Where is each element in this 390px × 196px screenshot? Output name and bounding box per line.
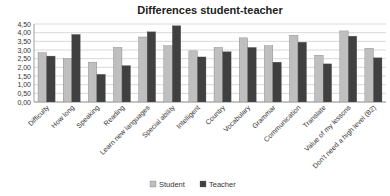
bar — [340, 31, 349, 102]
grid-line — [34, 102, 386, 103]
legend-swatch — [150, 181, 156, 187]
legend-label: Student — [159, 180, 186, 189]
y-tick-label: 2,50 — [17, 55, 31, 62]
x-tick-label: Country — [204, 103, 227, 126]
grid-line — [34, 32, 386, 33]
grid-line — [34, 50, 386, 51]
bar — [239, 38, 248, 102]
bar — [365, 48, 374, 102]
bar — [122, 66, 131, 102]
y-tick-label: 3,00 — [17, 47, 31, 54]
x-tick-label: How long — [50, 104, 76, 130]
legend-swatch — [200, 181, 206, 187]
bar — [348, 36, 357, 102]
y-tick-label: 3,50 — [17, 38, 31, 45]
grid-line — [34, 67, 386, 68]
chart-title: Differences student-teacher — [137, 4, 283, 16]
bars — [38, 26, 382, 102]
x-tick-label: Translate — [301, 104, 326, 129]
x-tick-label: Vocabulary — [222, 103, 253, 134]
grid-line — [34, 76, 386, 77]
x-tick-label: Don't need a high level (B2) — [311, 104, 378, 171]
y-axis — [34, 24, 35, 102]
x-tick-label: Value of my lessons — [303, 103, 353, 153]
bar — [147, 32, 156, 102]
bar — [97, 74, 106, 102]
bar — [323, 64, 332, 102]
grid-line — [34, 24, 386, 25]
chart-container: Differences student-teacher 0,00 0,50 1,001… — [0, 0, 390, 196]
x-tick-label: Intelligent — [175, 104, 202, 131]
x-tick-label: Communication — [262, 104, 301, 143]
bar — [373, 58, 382, 102]
chart-svg: Differences student-teacher 0,00 0,50 1,001… — [0, 0, 390, 196]
x-tick-label: Reading — [102, 104, 126, 128]
grid-line — [34, 93, 386, 94]
bar — [63, 59, 72, 102]
y-tick-label: 1,00 — [17, 81, 31, 88]
grid-line — [34, 84, 386, 85]
bar — [139, 37, 148, 102]
x-tick-label: Special ability — [141, 103, 177, 139]
bar — [273, 62, 282, 102]
bar — [113, 47, 122, 102]
grid-line — [34, 41, 386, 42]
bar — [264, 46, 273, 102]
legend: Student Teacher — [150, 180, 236, 189]
bar — [47, 56, 56, 102]
x-tick-label: Speaking — [75, 104, 101, 130]
bar — [315, 55, 324, 102]
bar — [289, 35, 298, 102]
y-tick-label: 4,00 — [17, 29, 31, 36]
bar — [72, 34, 81, 102]
y-tick-label: 2,00 — [17, 64, 31, 71]
bar — [164, 46, 173, 102]
x-tick-label: Grammar — [251, 103, 277, 129]
bar — [298, 42, 307, 102]
bar — [214, 47, 223, 102]
y-tick-label: 1,50 — [17, 73, 31, 80]
bar — [248, 47, 257, 102]
bar — [223, 52, 232, 102]
grid-line — [34, 58, 386, 59]
y-tick-label: 0,50 — [17, 90, 31, 97]
bar — [172, 26, 181, 102]
y-tick-label: 0,00 — [17, 99, 31, 106]
bar — [38, 53, 47, 102]
bar — [189, 51, 198, 102]
bar — [197, 57, 206, 102]
bar — [88, 62, 97, 102]
y-tick-label: 4,50 — [17, 21, 31, 28]
legend-label: Teacher — [209, 180, 236, 189]
x-tick-label: Difficulty — [27, 103, 52, 128]
x-axis — [34, 102, 386, 103]
